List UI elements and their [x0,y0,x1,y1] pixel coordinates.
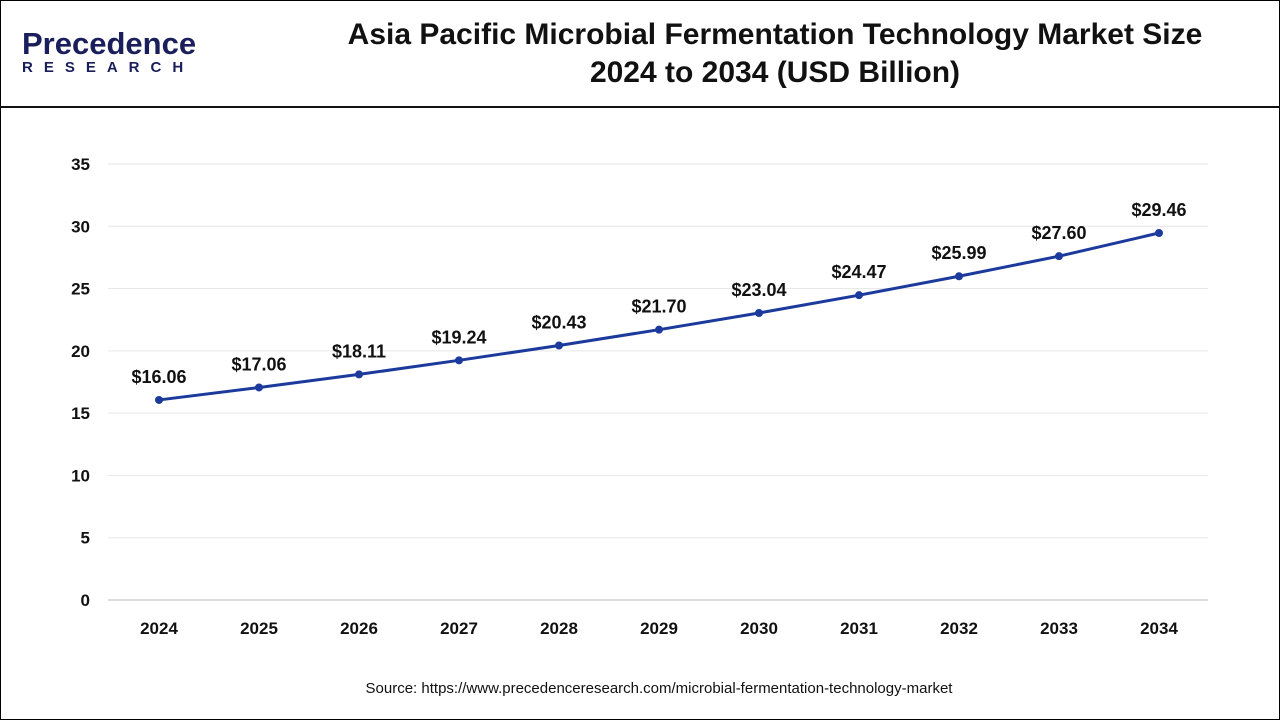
logo-brand: Precedence [22,26,197,61]
data-label: $25.99 [931,243,986,263]
source-text: Source: https://www.precedenceresearch.c… [365,680,953,697]
data-label: $17.06 [231,354,286,374]
y-tick-label: 10 [71,466,90,485]
x-tick-label: 2027 [440,619,478,638]
data-label: $19.24 [431,327,486,347]
chart-title: Asia Pacific Microbial Fermentation Tech… [270,16,1280,92]
x-tick-label: 2034 [1140,619,1178,638]
data-label: $16.06 [131,367,186,387]
data-point [955,272,963,281]
data-point [855,291,863,300]
y-tick-label: 5 [81,529,90,548]
y-tick-label: 35 [71,155,90,174]
x-tick-label: 2024 [140,619,178,638]
data-point [155,395,163,404]
y-tick-label: 0 [81,591,90,610]
precedence-research-logo: Precedence RESEARCH [22,28,196,76]
data-point [655,325,663,334]
data-label: $21.70 [631,297,686,317]
x-tick-label: 2025 [240,619,278,638]
y-tick-label: 25 [71,280,90,299]
data-point [555,341,563,350]
data-label: $29.46 [1131,200,1186,220]
title-line-1: Asia Pacific Microbial Fermentation Tech… [347,18,1203,51]
x-tick-label: 2033 [1040,619,1078,638]
y-tick-label: 30 [71,217,90,236]
y-tick-label: 20 [71,342,90,361]
data-point [1155,229,1163,238]
x-tick-label: 2032 [940,619,978,638]
y-tick-label: 15 [71,404,90,423]
data-label: $27.60 [1031,223,1086,243]
x-tick-label: 2029 [640,619,678,638]
x-tick-label: 2031 [840,619,878,638]
data-label: $24.47 [831,262,886,282]
header: Precedence RESEARCH Asia Pacific Microbi… [0,0,1280,108]
data-point [755,308,763,317]
data-point [355,370,363,379]
x-tick-label: 2028 [540,619,578,638]
data-label: $23.04 [731,280,786,300]
data-point [455,356,463,365]
data-label: $18.11 [332,341,386,361]
data-point [1055,252,1063,261]
x-tick-label: 2030 [740,619,778,638]
x-tick-label: 2026 [340,619,378,638]
title-line-2: 2024 to 2034 (USD Billion) [589,56,961,89]
data-point [255,383,263,392]
data-label: $20.43 [531,313,586,333]
logo-sub: RESEARCH [22,59,195,76]
